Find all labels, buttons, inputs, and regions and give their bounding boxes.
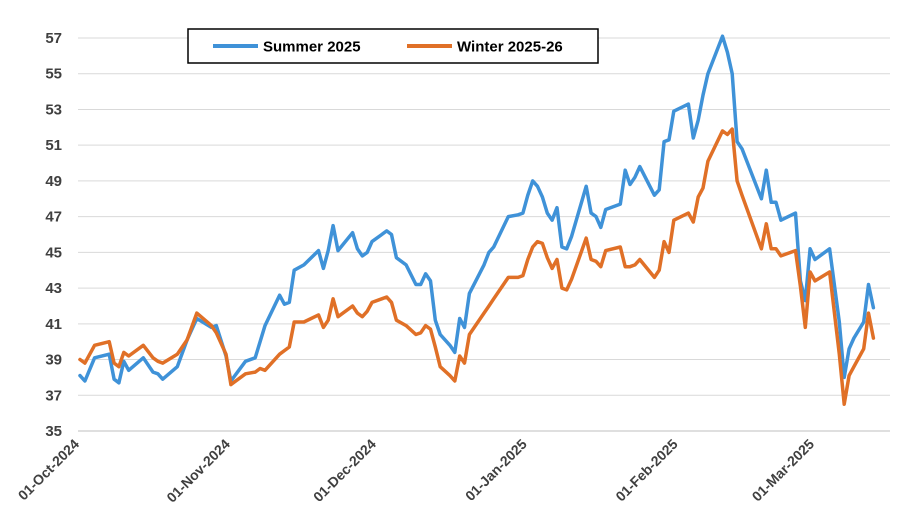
y-tick-label: 35 [45, 423, 62, 440]
y-tick-label: 41 [45, 316, 62, 333]
y-tick-label: 45 [45, 244, 62, 261]
y-tick-label: 43 [45, 280, 62, 297]
y-tick-label: 57 [45, 30, 62, 47]
legend-label-winter: Winter 2025-26 [457, 39, 563, 56]
x-tick-label: 01-Nov-2024 [163, 436, 233, 506]
series-lines [78, 34, 876, 406]
y-tick-label: 49 [45, 173, 62, 190]
x-tick-label: 01-Jan-2025 [462, 436, 530, 504]
x-tick-label: 01-Mar-2025 [749, 436, 818, 505]
series-line-winter-2025-26 [78, 127, 876, 406]
y-tick-label: 51 [45, 137, 62, 154]
gridlines [78, 37, 890, 396]
series-line-summer-2025 [78, 34, 876, 385]
legend-label-summer: Summer 2025 [263, 39, 361, 56]
x-tick-label: 01-Dec-2024 [310, 436, 379, 505]
y-tick-label: 39 [45, 352, 62, 369]
y-tick-label: 37 [45, 387, 62, 404]
y-tick-label: 53 [45, 101, 62, 118]
x-axis-ticks: 01-Oct-2024 01-Nov-2024 01-Dec-2024 01-Jan-… [15, 436, 818, 506]
y-tick-label: 55 [45, 66, 62, 83]
y-tick-label: 47 [45, 209, 62, 226]
legend: Summer 2025 Winter 2025-26 [187, 28, 599, 64]
y-axis-ticks: 35 37 39 41 43 45 47 49 51 53 55 57 [45, 30, 62, 440]
x-tick-label: 01-Oct-2024 [15, 436, 83, 504]
x-tick-label: 01-Feb-2025 [612, 436, 681, 505]
